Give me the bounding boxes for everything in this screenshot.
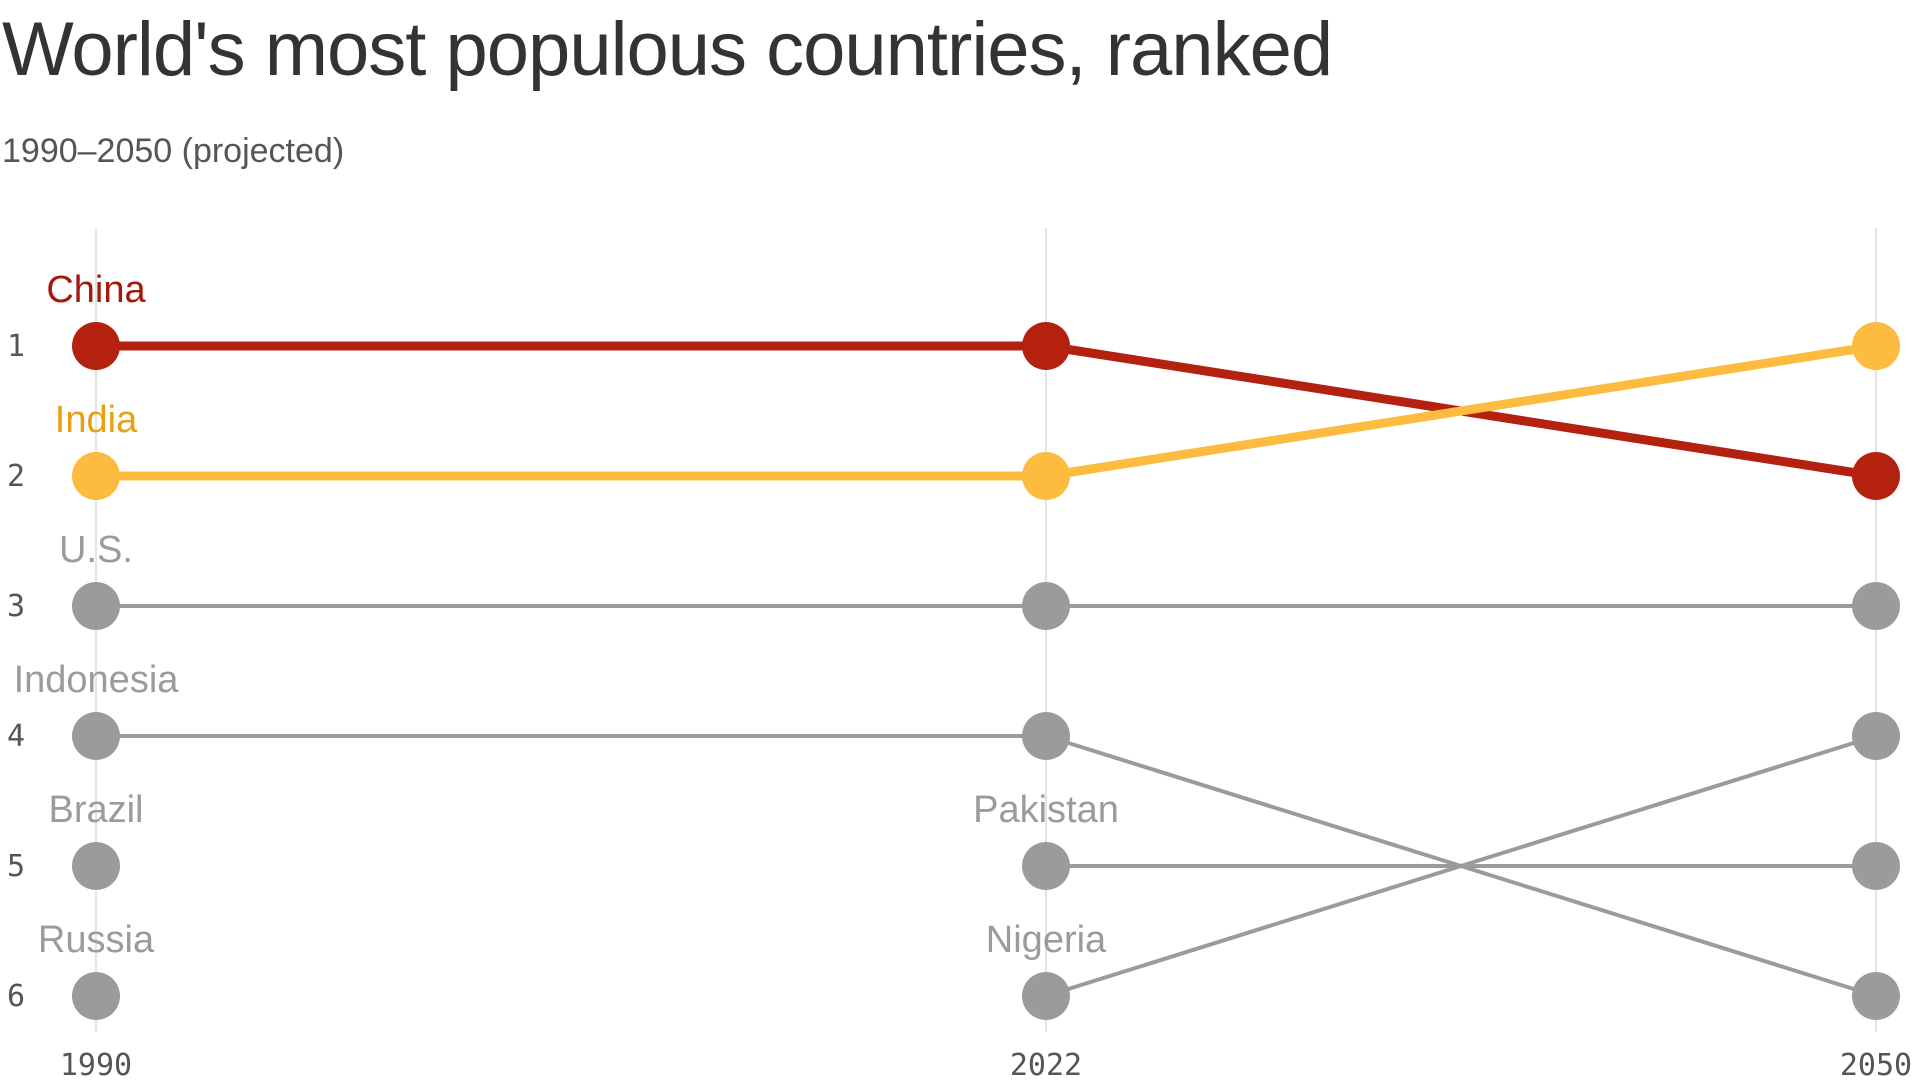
data-point-u-s-2050	[1852, 582, 1900, 630]
series-label-nigeria: Nigeria	[986, 919, 1107, 961]
y-tick-label-6: 6	[7, 979, 25, 1014]
series-label-pakistan: Pakistan	[973, 789, 1119, 831]
data-point-india-2050	[1852, 322, 1900, 370]
series-label-brazil: Brazil	[48, 789, 143, 831]
y-tick-label-1: 1	[7, 329, 25, 364]
data-point-u-s-1990	[72, 582, 120, 630]
data-point-china-2022	[1022, 322, 1070, 370]
data-point-indonesia-1990	[72, 712, 120, 760]
y-tick-label-4: 4	[7, 719, 25, 754]
series-label-indonesia: Indonesia	[14, 659, 180, 701]
series-label-china: China	[46, 269, 146, 311]
x-tick-label-1990: 1990	[60, 1048, 132, 1080]
chart-title: World's most populous countries, ranked	[2, 7, 1333, 92]
y-tick-label-3: 3	[7, 589, 25, 624]
series-label-russia: Russia	[38, 919, 155, 961]
series-line-nigeria-2022-2050	[1044, 734, 1878, 998]
chart-subtitle: 1990–2050 (projected)	[2, 132, 345, 170]
data-point-nigeria-2022	[1022, 972, 1070, 1020]
data-point-indonesia-2050	[1852, 972, 1900, 1020]
data-point-russia-1990	[72, 972, 120, 1020]
data-point-china-1990	[72, 322, 120, 370]
x-tick-label-2022: 2022	[1010, 1048, 1082, 1080]
data-point-pakistan-2050	[1852, 842, 1900, 890]
series-label-india: India	[55, 399, 138, 441]
data-point-india-1990	[72, 452, 120, 500]
series-label-u-s: U.S.	[59, 529, 133, 571]
series-line-india-2022-2050	[1041, 341, 1881, 481]
y-tick-label-5: 5	[7, 849, 25, 884]
data-point-nigeria-2050	[1852, 712, 1900, 760]
data-point-india-2022	[1022, 452, 1070, 500]
x-tick-label-2050: 2050	[1840, 1048, 1912, 1080]
y-tick-label-2: 2	[7, 459, 25, 494]
data-point-pakistan-2022	[1022, 842, 1070, 890]
data-point-u-s-2022	[1022, 582, 1070, 630]
data-point-indonesia-2022	[1022, 712, 1070, 760]
data-point-brazil-1990	[72, 842, 120, 890]
data-point-china-2050	[1852, 452, 1900, 500]
